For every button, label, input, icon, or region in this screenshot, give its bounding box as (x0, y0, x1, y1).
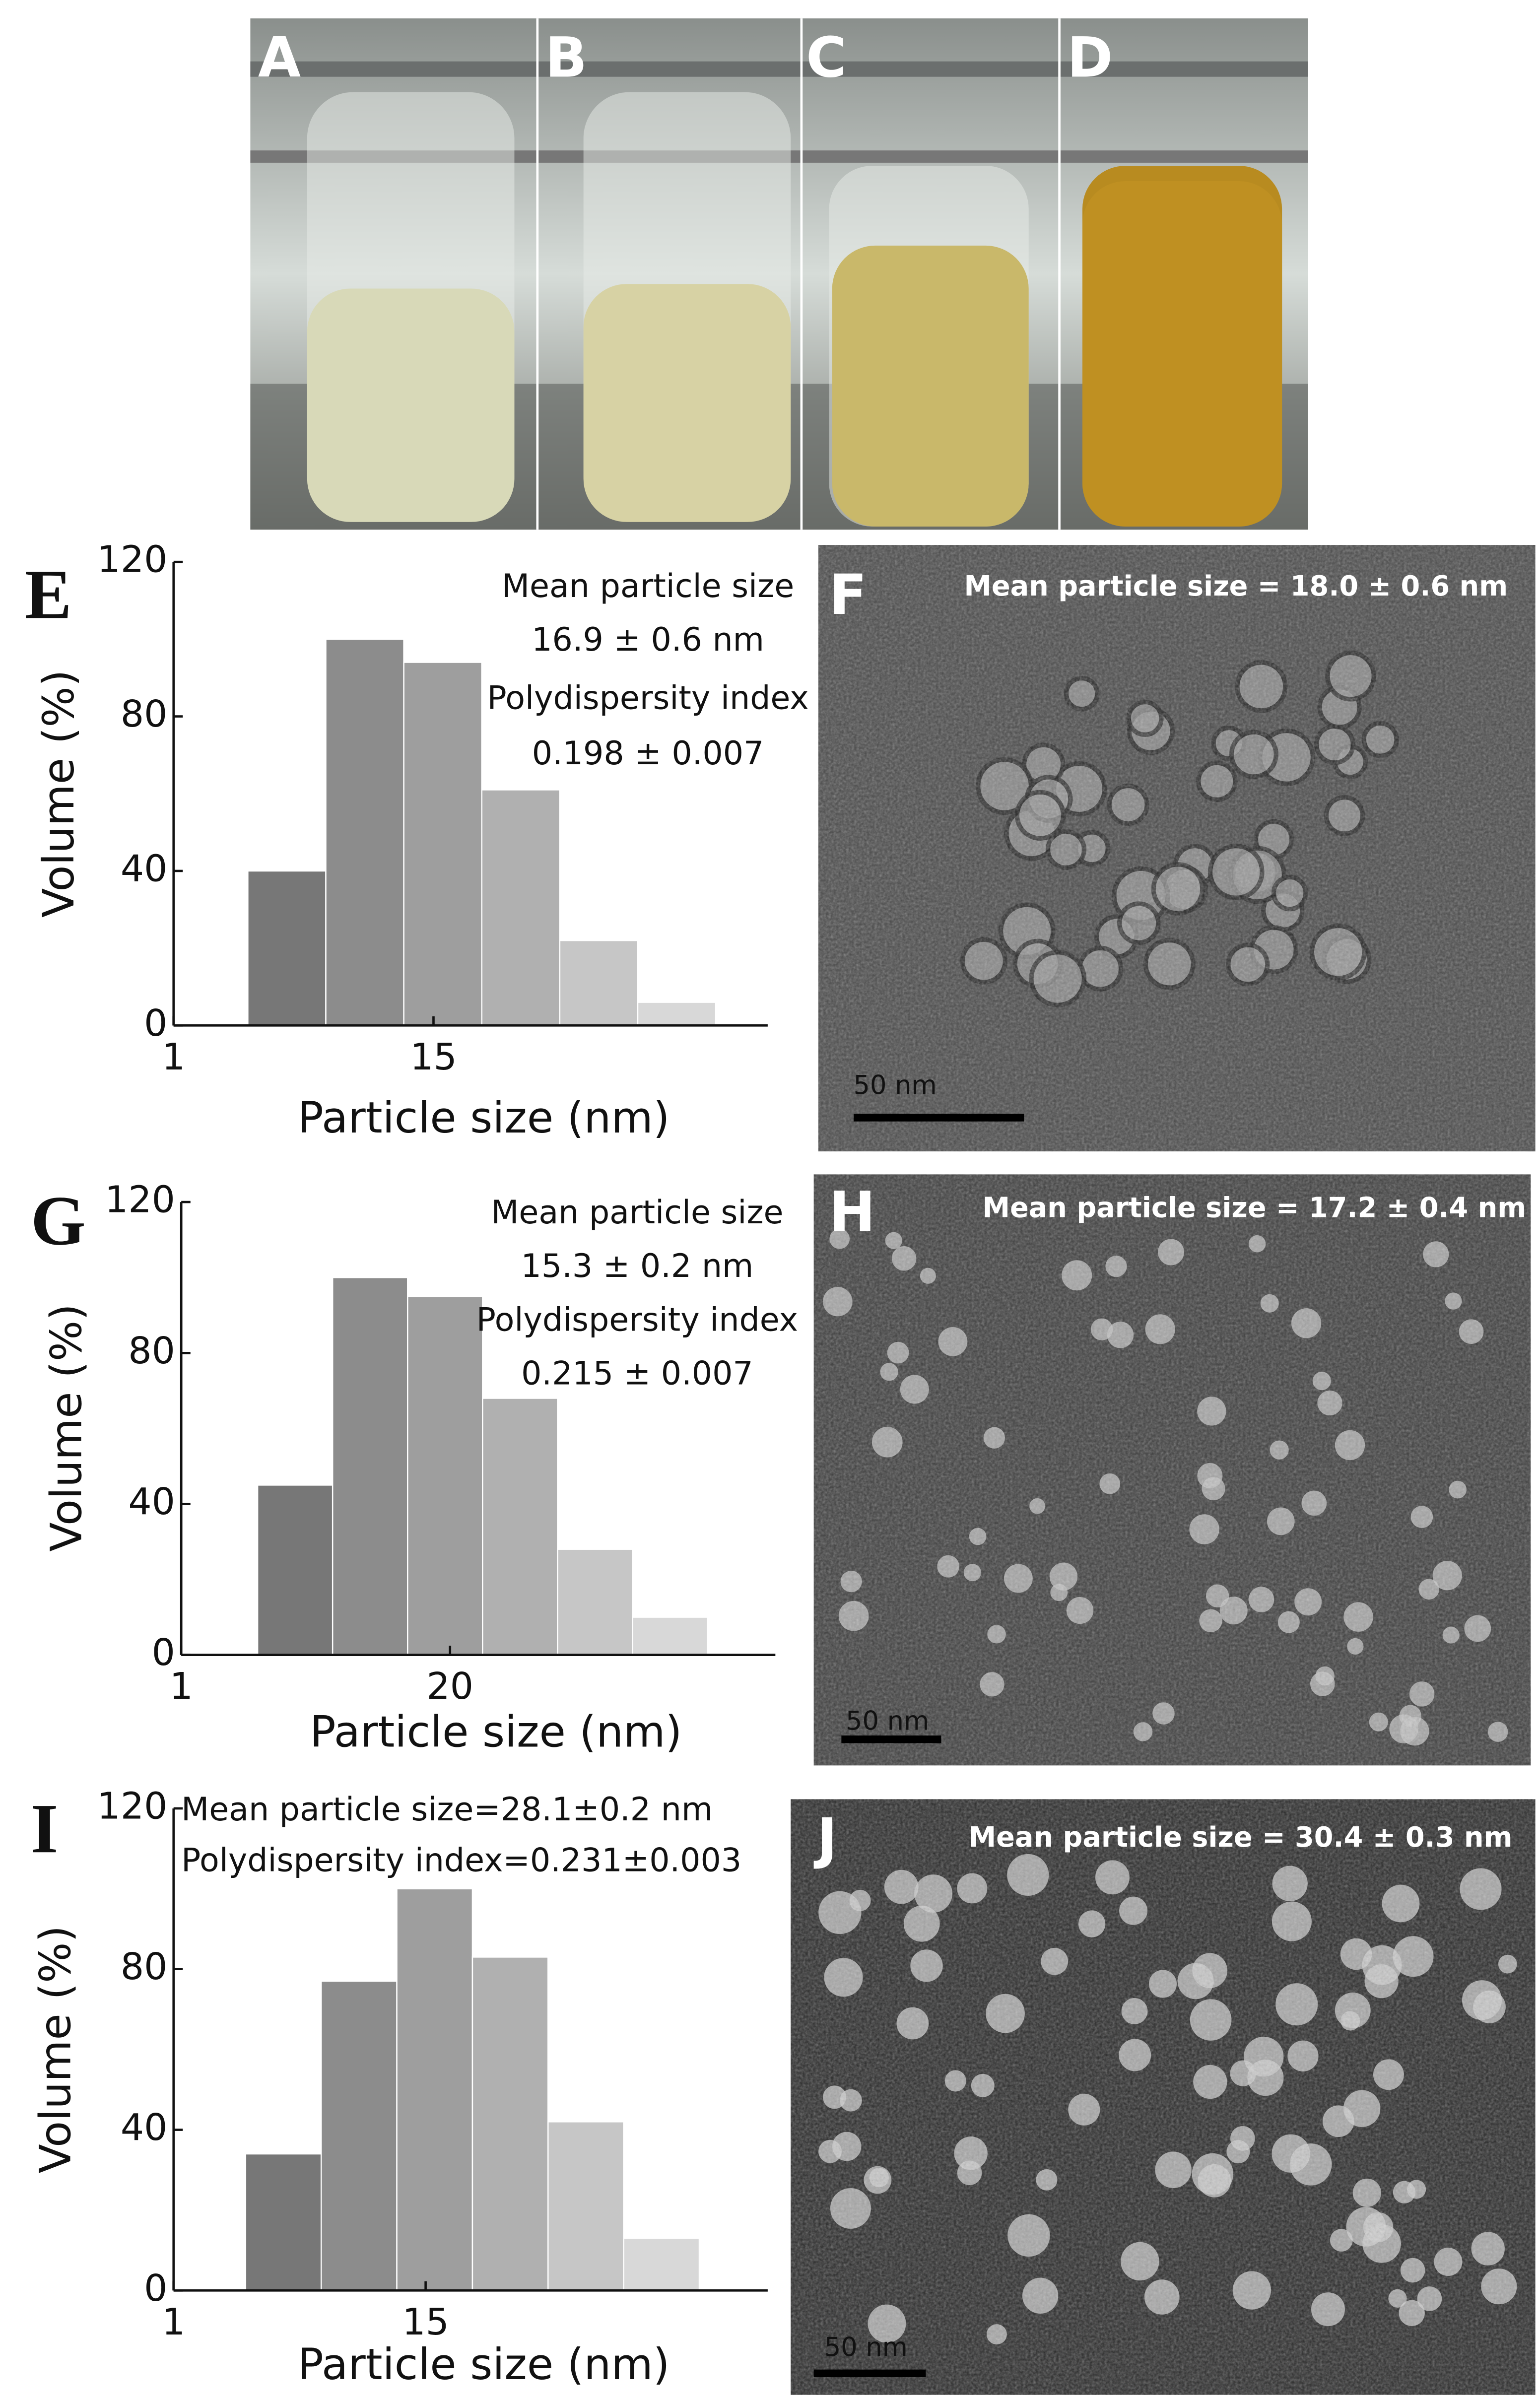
bar (247, 870, 327, 1026)
y-tick-label: 40 (121, 847, 167, 890)
y-tick-label: 0 (144, 1001, 167, 1045)
y-tick-label: 0 (152, 1631, 175, 1674)
bar (403, 662, 482, 1026)
scale-bar-label: 50 nm (846, 1706, 929, 1736)
annotation: Polydispersity index (487, 680, 808, 717)
micrograph-caption: Mean particle size = 30.4 ± 0.3 nm (969, 1821, 1513, 1854)
y-axis-label: Volume (%) (42, 1304, 91, 1552)
y-tick-label: 120 (105, 1178, 175, 1221)
bar (482, 1398, 558, 1656)
annotation: 0.215 ± 0.007 (521, 1355, 753, 1393)
x-tick-label: 1 (162, 2300, 185, 2343)
micrograph: Mean particle size = 30.4 ± 0.3 nm J 50 nm (791, 1799, 1536, 2395)
annotation: Polydispersity index=0.231±0.003 (181, 1842, 741, 1879)
y-axis-label: Volume (%) (31, 1926, 81, 2174)
y-tick-label: 120 (97, 538, 168, 581)
micrograph-caption: Mean particle size = 17.2 ± 0.4 nm (983, 1192, 1527, 1224)
y-tick-label: 80 (121, 1945, 167, 1988)
bar (632, 1616, 708, 1656)
y-tick-label: 80 (128, 1329, 175, 1372)
y-axis-label: Volume (%) (34, 669, 84, 918)
bar (481, 789, 561, 1026)
y-tick-label: 40 (128, 1480, 175, 1523)
photo-label: A (258, 26, 301, 90)
micrograph: Mean particle size = 17.2 ± 0.4 nm H 50 nm (813, 1174, 1531, 1766)
micrograph-noise (818, 545, 1536, 1152)
histogram: 0 40 80 120 1 15 Particle size (nm) Volume (%) E… (25, 538, 809, 1143)
bar (547, 2121, 624, 2291)
x-tick-label: 15 (402, 2300, 449, 2343)
bar (623, 2237, 700, 2291)
x-tick-label: 15 (410, 1035, 457, 1078)
x-axis-label: Particle size (nm) (298, 1093, 670, 1143)
scale-bar-label: 50 nm (854, 1070, 937, 1101)
annotation: Mean particle size=28.1±0.2 nm (181, 1791, 713, 1828)
photo-label: B (545, 26, 587, 90)
bar (325, 638, 404, 1026)
panel-label: G (31, 1181, 86, 1260)
y-tick-label: 40 (121, 2106, 167, 2149)
x-tick-label: 20 (427, 1665, 473, 1708)
annotation: Mean particle size (491, 1194, 783, 1231)
x-axis-label: Particle size (nm) (298, 2340, 670, 2390)
panel-label: H (829, 1181, 875, 1245)
micrographs: Mean particle size = 18.0 ± 0.6 nm F 50 nm… (791, 545, 1536, 2395)
y-tick-label: 0 (144, 2267, 167, 2310)
micrograph-noise (813, 1174, 1531, 1766)
x-tick-label: 1 (170, 1665, 193, 1708)
annotation: 0.198 ± 0.007 (532, 735, 764, 772)
photo-label: C (806, 26, 847, 90)
bar (637, 1001, 717, 1026)
bar (332, 1276, 408, 1656)
y-tick-label: 80 (121, 692, 167, 735)
micrograph: Mean particle size = 18.0 ± 0.6 nm F 50 nm (818, 545, 1536, 1152)
bar (396, 1888, 473, 2291)
micrograph-noise (791, 1799, 1536, 2395)
bar (559, 939, 639, 1026)
micrograph-caption: Mean particle size = 18.0 ± 0.6 nm (964, 570, 1508, 602)
annotation: Mean particle size (502, 568, 794, 605)
photo-panel: A B C D (250, 18, 1308, 530)
panel-label: I (31, 1789, 58, 1867)
bar (471, 1956, 549, 2291)
x-axis-label: Particle size (nm) (310, 1707, 682, 1757)
scale-bar-label: 50 nm (824, 2332, 908, 2362)
photo-label: D (1067, 26, 1113, 90)
x-tick-label: 1 (162, 1035, 185, 1078)
panel-label: J (813, 1807, 837, 1871)
y-tick-label: 120 (97, 1784, 168, 1827)
panel-label: F (829, 563, 867, 627)
panel-label: E (25, 555, 72, 633)
annotation: Polydispersity index (476, 1301, 798, 1338)
bar (257, 1484, 334, 1656)
annotation: 16.9 ± 0.6 nm (532, 621, 764, 659)
annotation: 15.3 ± 0.2 nm (521, 1248, 754, 1285)
bar (245, 2153, 322, 2291)
bar (407, 1295, 483, 1656)
bar (557, 1548, 633, 1656)
bar (320, 1980, 398, 2291)
